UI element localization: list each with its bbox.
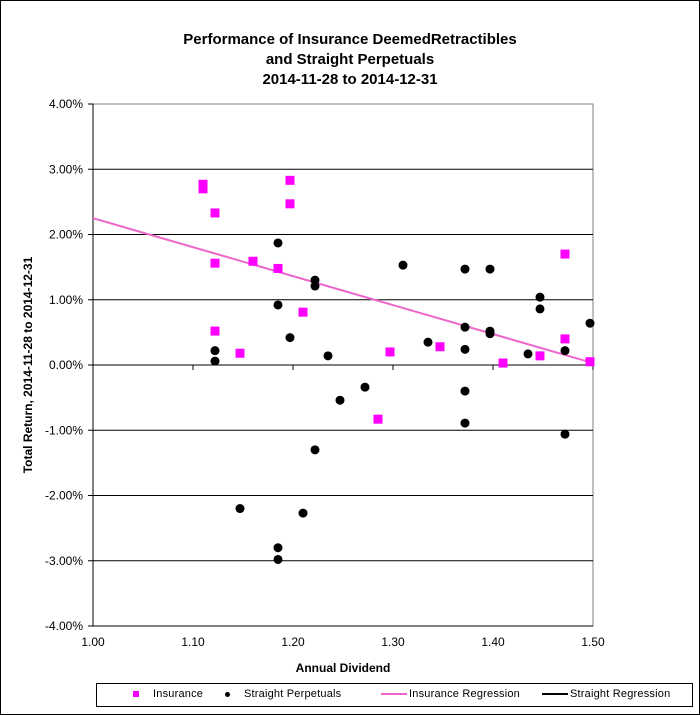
legend-item-straight-perpetuals: Straight Perpetuals	[225, 688, 341, 700]
insurance-point	[210, 326, 220, 336]
y-tick-label: 4.00%	[49, 97, 83, 111]
x-tick-label: 1.40	[481, 635, 505, 649]
insurance-point	[535, 351, 545, 361]
insurance-point	[560, 249, 570, 259]
insurance-point	[273, 263, 283, 273]
straight-perpetual-point	[298, 508, 308, 518]
straight-perpetual-point	[310, 281, 320, 291]
straight-perpetual-point	[273, 543, 283, 553]
y-tick-label: 2.00%	[49, 228, 83, 242]
y-tick-label: 3.00%	[49, 162, 83, 176]
legend-label-insurance-regression: Insurance Regression	[409, 688, 521, 700]
insurance-point	[198, 179, 208, 189]
straight-perpetual-point	[460, 418, 470, 428]
chart-title-line-2: and Straight Perpetuals	[265, 51, 435, 68]
legend-black-line-icon	[542, 693, 568, 695]
y-tick-label: -4.00%	[45, 619, 83, 633]
y-axis-ticks: 4.00% 3.00% 2.00% 1.00% 0.00% -1.00% -2.00% -3.…	[45, 97, 93, 633]
straight-perpetual-point	[310, 445, 320, 455]
x-axis-ticks: 1.00 1.10 1.20 1.30 1.40 1.50	[81, 365, 605, 649]
straight-perpetual-point	[535, 292, 545, 302]
insurance-point	[385, 347, 395, 357]
chart-title-line-1: Performance of Insurance DeemedRetractib…	[183, 31, 517, 48]
data-points	[198, 175, 595, 564]
regression-lines	[92, 217, 594, 365]
insurance-point	[435, 342, 445, 352]
straight-perpetual-point	[360, 382, 370, 392]
insurance-point	[498, 358, 508, 368]
legend-item-insurance: Insurance	[133, 688, 203, 700]
chart-title-line-3: 2014-11-28 to 2014-12-31	[262, 71, 438, 88]
straight-perpetual-point	[235, 504, 245, 514]
y-tick-label: 0.00%	[49, 358, 83, 372]
insurance-point	[585, 357, 595, 367]
legend-label-straight-regression: Straight Regression	[570, 688, 671, 700]
insurance-point	[210, 208, 220, 218]
straight-perpetual-point	[273, 554, 283, 564]
chart-title: Performance of Insurance DeemedRetractib…	[0, 30, 700, 90]
x-tick-label: 1.00	[81, 635, 105, 649]
straight-perpetual-point	[585, 318, 595, 328]
x-tick-label: 1.10	[181, 635, 205, 649]
straight-perpetual-point	[485, 264, 495, 274]
straight-perpetual-point	[335, 395, 345, 405]
y-tick-label: -2.00%	[45, 489, 83, 503]
straight-perpetual-point	[273, 300, 283, 310]
x-tick-label: 1.30	[381, 635, 405, 649]
straight-perpetual-point	[210, 356, 220, 366]
straight-perpetual-point	[560, 346, 570, 356]
straight-perpetual-point	[323, 351, 333, 361]
straight-perpetual-point	[535, 304, 545, 314]
straight-perpetual-point	[523, 349, 533, 359]
y-axis-title: Total Return, 2014-11-28 to 2014-12-31	[21, 256, 35, 473]
insurance-point	[285, 199, 295, 209]
insurance-point	[560, 334, 570, 344]
legend-circle-marker-icon	[225, 691, 230, 697]
legend-pink-line-icon	[381, 693, 407, 695]
y-tick-label: -1.00%	[45, 423, 83, 437]
straight-perpetual-point	[423, 337, 433, 347]
straight-perpetual-point	[485, 329, 495, 339]
insurance-point	[298, 307, 308, 317]
insurance-point	[248, 256, 258, 266]
legend-label-insurance: Insurance	[153, 688, 204, 700]
straight-perpetual-point	[560, 429, 570, 439]
legend: Insurance Straight Perpetuals Insurance …	[96, 683, 693, 707]
legend-label-straight-perpetuals: Straight Perpetuals	[244, 688, 342, 700]
insurance-point	[373, 414, 383, 424]
straight-perpetual-point	[460, 386, 470, 396]
straight-perpetual-point	[210, 346, 220, 356]
straight-perpetual-point	[285, 333, 295, 343]
straight-perpetual-point	[460, 264, 470, 274]
gridlines	[93, 168, 593, 562]
straight-perpetual-point	[398, 260, 408, 270]
legend-square-marker-icon	[133, 691, 139, 697]
insurance-point	[210, 258, 220, 268]
regression-line-insurance-regression	[92, 217, 594, 365]
insurance-point	[198, 184, 208, 194]
straight-perpetual-point	[273, 238, 283, 248]
straight-perpetual-point	[460, 344, 470, 354]
x-tick-label: 1.50	[581, 635, 605, 649]
x-axis-title: Annual Dividend	[296, 661, 391, 675]
insurance-point	[285, 175, 295, 185]
x-tick-label: 1.20	[281, 635, 305, 649]
straight-perpetual-point	[460, 322, 470, 332]
y-tick-label: 1.00%	[49, 293, 83, 307]
legend-item-straight-regression: Straight Regression	[542, 688, 670, 700]
legend-item-insurance-regression: Insurance Regression	[381, 688, 520, 700]
insurance-point	[235, 348, 245, 358]
y-tick-label: -3.00%	[45, 554, 83, 568]
